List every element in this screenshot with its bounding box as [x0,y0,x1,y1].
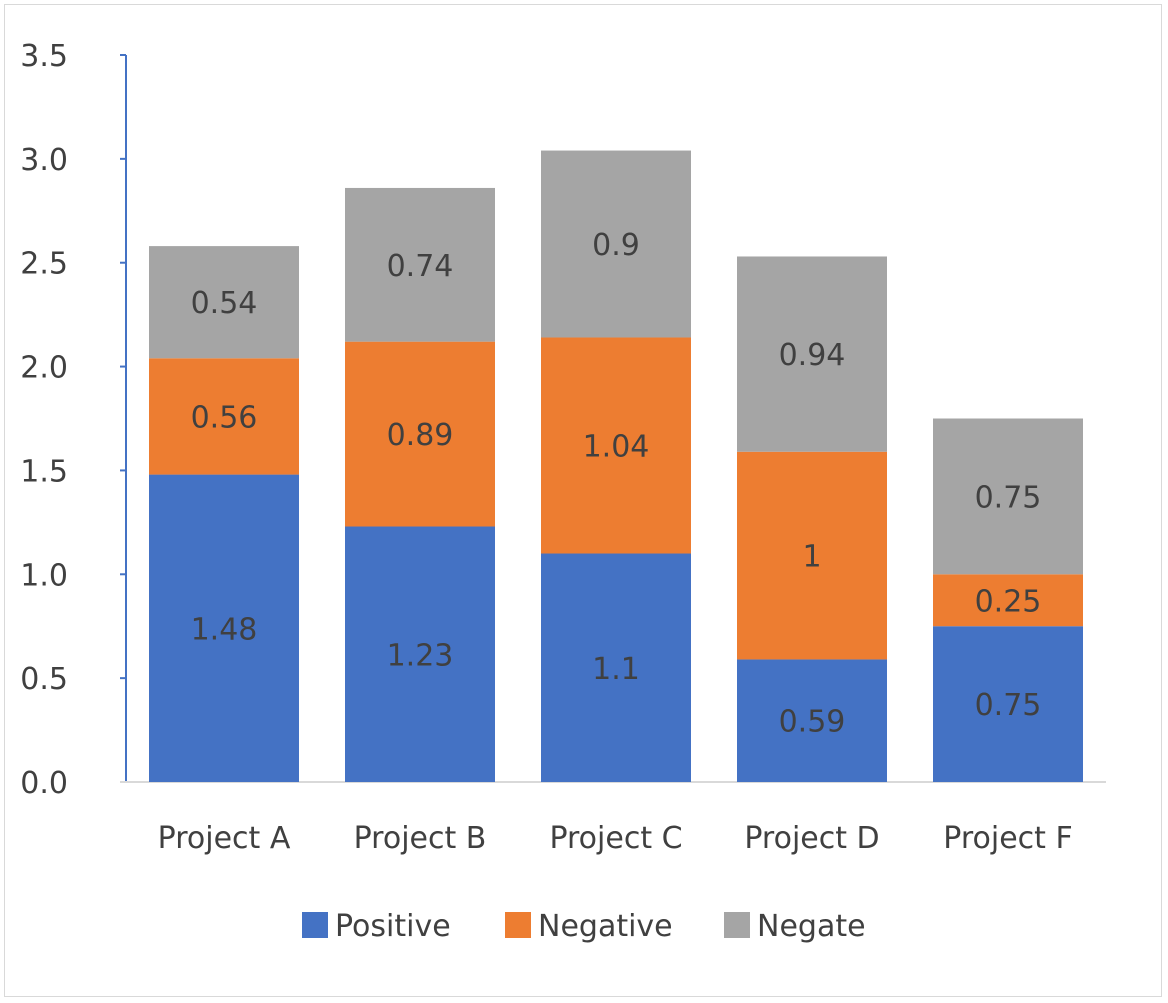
bar-positive-3 [541,553,691,782]
data-label: 0.94 [779,338,846,373]
bar-negative-2 [345,341,495,527]
legend-swatch-positive [302,912,328,938]
bar-negative-4 [737,451,887,660]
bars [149,150,1083,782]
legend: Positive Negative Negate [302,909,866,944]
data-label: 1.1 [592,652,640,687]
data-label: 1.48 [191,612,258,647]
data-label: 0.75 [975,480,1042,515]
data-label: 0.9 [592,228,640,263]
bar-negate-3 [541,150,691,338]
data-label: 0.25 [975,584,1042,619]
data-label: 1 [802,540,821,575]
bar-negate-5 [933,418,1083,575]
data-label: 0.54 [191,286,258,321]
data-label: 0.56 [191,400,258,435]
y-tick-label: 0.0 [20,766,68,801]
x-tick-label: Project C [549,821,682,856]
y-tick-label: 3.5 [20,39,68,74]
y-tick-label: 1.5 [20,454,68,489]
bar-positive-2 [345,526,495,782]
bar-negative-5 [933,574,1083,627]
bar-negate-4 [737,256,887,452]
bar-negative-3 [541,337,691,554]
legend-swatch-negate [724,912,750,938]
bar-negate-2 [345,187,495,342]
bar-positive-5 [933,626,1083,782]
legend-label-negative: Negative [538,909,673,944]
y-tick-label: 1.0 [20,558,68,593]
bar-positive-4 [737,659,887,782]
legend-swatch-negative [505,912,531,938]
bar-negate-1 [149,246,299,359]
x-tick-label: Project F [943,821,1072,856]
legend-label-negate: Negate [757,909,866,944]
legend-label-positive: Positive [335,909,451,944]
x-tick-label: Project B [354,821,487,856]
x-tick-label: Project D [744,821,879,856]
data-label: 1.04 [583,430,650,465]
x-axis: Project A Project B Project C Project D Proj… [120,781,1106,856]
data-labels: 1.48 0.56 0.54 1.23 0.89 0.74 1.1 1.04 0.9 0.59 1 0… [191,228,1042,740]
x-tick-label: Project A [158,821,291,856]
y-tick-label: 2.0 [20,351,68,386]
bar-positive-1 [149,474,299,782]
y-tick-label: 0.5 [20,662,68,697]
data-label: 0.75 [975,688,1042,723]
y-axis: 0.0 0.5 1.0 1.5 2.0 2.5 3.0 3.5 [20,39,127,801]
y-tick-label: 2.5 [20,247,68,282]
data-label: 0.89 [387,418,454,453]
data-label: 0.59 [779,705,846,740]
bar-negative-1 [149,358,299,475]
y-tick-label: 3.0 [20,143,68,178]
data-label: 1.23 [387,638,454,673]
data-label: 0.74 [387,249,454,284]
